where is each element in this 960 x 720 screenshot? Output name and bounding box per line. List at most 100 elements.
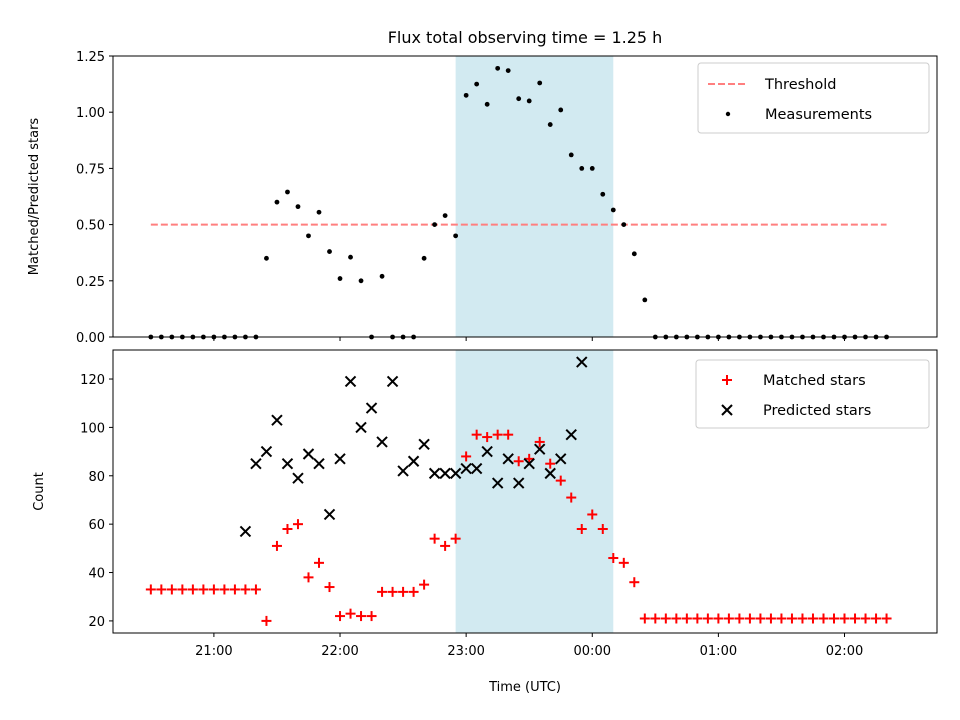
predicted-star-point	[470, 462, 483, 475]
top-y-tick-label: 0.75	[76, 162, 105, 177]
x-tick-label: 01:00	[700, 644, 737, 659]
predicted-star-point	[523, 457, 535, 470]
legend-matched-marker	[722, 375, 732, 385]
measurement-point	[442, 213, 448, 219]
matched-star-point	[765, 613, 776, 624]
top-panel: 0.00 0.25 0.50 0.75 1.00 1.25 Flux total obse…	[27, 28, 938, 346]
predicted-star-point	[355, 421, 367, 434]
measurement-point	[316, 209, 322, 215]
matched-star-point	[786, 613, 797, 624]
matched-star-point	[513, 456, 524, 467]
matched-star-point	[377, 586, 388, 597]
predicted-star-point	[481, 445, 493, 458]
predicted-star-point	[544, 467, 556, 480]
matched-star-point	[324, 582, 335, 593]
measurement-point	[516, 96, 522, 102]
matched-star-point	[545, 458, 556, 469]
matched-star-point	[608, 553, 619, 564]
predicted-star-point	[250, 457, 262, 470]
matched-star-point	[576, 523, 587, 534]
measurement-point	[264, 255, 269, 261]
matched-star-point	[597, 523, 608, 534]
matched-star-point	[702, 613, 713, 624]
legend-predicted-marker	[721, 404, 733, 416]
measurement-point	[631, 251, 637, 257]
predicted-star-point	[418, 438, 430, 451]
bottom-x-ticks: 21:00 22:00 23:00 00:00 01:00 02:00	[195, 633, 863, 659]
matched-star-point	[671, 613, 682, 624]
measurement-point	[642, 297, 648, 303]
bottom-y-tick-label: 100	[80, 421, 105, 436]
predicted-star-point	[512, 477, 525, 489]
measurement-point	[505, 68, 511, 74]
top-axes-frame	[112, 55, 938, 338]
legend-measurements-swatch	[725, 111, 731, 117]
measurement-point	[621, 222, 627, 228]
predicted-star-point	[386, 375, 399, 388]
measurement-point	[526, 98, 532, 104]
matched-star-point	[229, 584, 240, 595]
measurement-point	[610, 207, 616, 213]
matched-star-point	[587, 509, 598, 520]
matched-star-point	[723, 613, 734, 624]
matched-star-point	[829, 613, 839, 624]
x-axis-label: Time (UTC)	[488, 680, 561, 695]
predicted-star-point	[271, 414, 283, 426]
measurement-point	[495, 65, 501, 71]
bottom-y-tick-label: 20	[88, 615, 105, 630]
measurement-point	[432, 222, 438, 228]
matched-star-point	[471, 429, 482, 440]
x-tick-label: 22:00	[321, 644, 358, 659]
predicted-star-point	[439, 467, 451, 480]
matched-star-point	[713, 613, 724, 624]
bottom-panel: 20 40 60 80 100 120 21:00 22:00 23:00 00:00 01:00…	[32, 349, 938, 695]
predicted-star-point	[407, 455, 420, 467]
x-tick-label: 00:00	[574, 644, 611, 659]
predicted-star-point	[302, 448, 315, 460]
matched-star-point	[503, 429, 514, 440]
matched-stars-points	[145, 429, 892, 626]
legend-threshold-label: Threshold	[764, 77, 836, 93]
matched-star-point	[839, 613, 850, 624]
matched-star-point	[198, 584, 209, 595]
measurement-point	[306, 233, 311, 239]
matched-star-point	[240, 584, 251, 595]
chart-title: Flux total observing time = 1.25 h	[388, 28, 663, 47]
matched-star-point	[408, 586, 419, 597]
predicted-star-point	[323, 508, 336, 521]
top-y-tick-label: 0.25	[76, 275, 105, 290]
legend-predicted-swatch	[721, 404, 733, 416]
matched-star-point	[744, 613, 755, 624]
measurement-point	[463, 92, 469, 98]
x-tick-label: 02:00	[826, 644, 863, 659]
matched-star-point	[208, 584, 219, 595]
measurement-point	[358, 278, 364, 284]
measurement-point	[295, 204, 301, 210]
measurement-point	[379, 273, 385, 279]
predicted-star-point	[555, 453, 567, 465]
top-y-ticks: 0.00 0.25 0.50 0.75 1.00 1.25	[76, 50, 113, 346]
matched-star-point	[461, 451, 472, 462]
matched-star-point	[492, 429, 503, 440]
matched-star-point	[850, 613, 861, 624]
top-y-tick-label: 1.00	[76, 106, 105, 121]
matched-star-point	[450, 533, 461, 544]
matched-star-point	[818, 613, 829, 624]
bottom-y-axis-label: Count	[32, 472, 47, 511]
top-legend-box	[697, 62, 930, 134]
bottom-y-tick-label: 80	[88, 470, 105, 485]
matched-star-point	[881, 613, 892, 624]
matched-star-point	[292, 519, 303, 530]
matched-star-point	[482, 432, 493, 443]
measurement-point	[348, 254, 353, 260]
matched-star-point	[807, 613, 818, 624]
matched-star-point	[776, 613, 787, 624]
matched-star-point	[282, 523, 293, 534]
matched-star-point	[681, 613, 692, 624]
matched-star-point	[177, 584, 188, 595]
matched-star-point	[419, 579, 430, 590]
matched-star-point	[314, 557, 324, 568]
top-shaded-region	[455, 56, 614, 337]
matched-star-point	[860, 613, 871, 624]
